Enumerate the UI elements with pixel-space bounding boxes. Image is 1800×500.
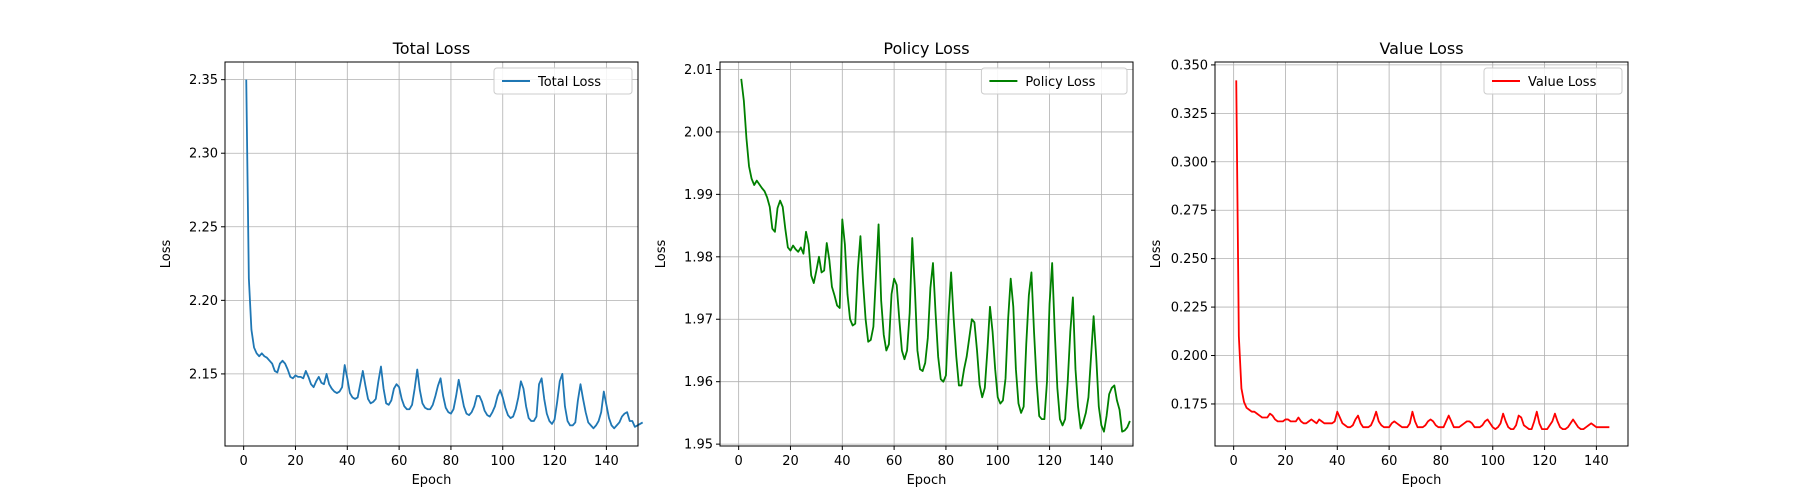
axes-frame — [719, 61, 1134, 447]
y-tick-label: 2.00 — [684, 125, 713, 140]
series-line — [245, 79, 644, 430]
x-tick-label: 40 — [1329, 454, 1346, 469]
y-tick-label: 2.15 — [189, 367, 218, 382]
value-loss-subplot: 0 20 40 60 80 100 120 140 0.175 0.200 0.225 0.250 0.… — [1149, 39, 1629, 488]
x-tick-label: 0 — [735, 454, 743, 469]
y-axis-label: Loss — [654, 240, 669, 269]
y-tick-label: 0.300 — [1171, 155, 1208, 170]
total-loss-subplot: 0 20 40 60 80 100 120 140 2.15 2.20 2.25 2.30 2.35 To… — [159, 39, 644, 488]
legend-box — [980, 67, 1128, 95]
legend-box — [1483, 67, 1623, 95]
x-tick-label: 40 — [834, 454, 851, 469]
axes-frame — [224, 61, 639, 447]
x-tick-label: 80 — [1433, 454, 1450, 469]
y-tick-label: 2.20 — [189, 294, 218, 309]
x-tick-label: 0 — [1230, 454, 1238, 469]
y-tick-label: 2.01 — [684, 63, 713, 78]
x-tick-label: 60 — [391, 454, 408, 469]
chart-title: Total Loss — [392, 39, 471, 58]
y-tick-label: 0.250 — [1171, 252, 1208, 267]
x-tick-label: 140 — [594, 454, 619, 469]
x-tick-label: 120 — [1037, 454, 1062, 469]
legend-label: Total Loss — [537, 75, 601, 90]
chart-title: Policy Loss — [883, 39, 969, 58]
y-axis-label: Loss — [159, 240, 174, 269]
x-axis-label: Epoch — [907, 473, 947, 488]
x-tick-label: 0 — [240, 454, 248, 469]
y-axis-label: Loss — [1149, 240, 1164, 269]
x-tick-label: 140 — [1089, 454, 1114, 469]
y-tick-label: 0.175 — [1171, 397, 1208, 412]
legend-label: Policy Loss — [1025, 75, 1095, 90]
legend-box — [493, 67, 633, 95]
x-tick-label: 80 — [938, 454, 955, 469]
y-tick-label: 1.99 — [684, 188, 713, 203]
x-tick-label: 80 — [443, 454, 460, 469]
x-tick-label: 120 — [542, 454, 567, 469]
axes-frame — [1214, 61, 1629, 447]
y-tick-label: 2.25 — [189, 220, 218, 235]
y-tick-label: 1.97 — [684, 313, 713, 328]
legend-label: Value Loss — [1528, 75, 1597, 90]
x-tick-label: 20 — [287, 454, 304, 469]
y-tick-label: 0.350 — [1171, 58, 1208, 73]
y-tick-label: 0.200 — [1171, 349, 1208, 364]
x-tick-label: 100 — [1480, 454, 1505, 469]
x-tick-label: 140 — [1584, 454, 1609, 469]
y-tick-label: 2.35 — [189, 73, 218, 88]
y-tick-label: 1.95 — [684, 438, 713, 453]
x-tick-label: 40 — [339, 454, 356, 469]
chart-title: Value Loss — [1379, 39, 1463, 58]
x-tick-label: 20 — [782, 454, 799, 469]
y-tick-label: 0.325 — [1171, 107, 1208, 122]
x-tick-label: 100 — [490, 454, 515, 469]
y-tick-label: 0.275 — [1171, 204, 1208, 219]
x-tick-label: 20 — [1277, 454, 1294, 469]
x-tick-label: 120 — [1532, 454, 1557, 469]
y-tick-label: 1.98 — [684, 250, 713, 265]
x-tick-label: 60 — [1381, 454, 1398, 469]
y-tick-label: 1.96 — [684, 375, 713, 390]
x-axis-label: Epoch — [412, 473, 452, 488]
x-tick-label: 100 — [985, 454, 1010, 469]
y-tick-label: 0.225 — [1171, 301, 1208, 316]
policy-loss-subplot: 0 20 40 60 80 100 120 140 1.95 1.96 1.97 1.98 1.99 2.… — [654, 39, 1134, 488]
x-tick-label: 60 — [886, 454, 903, 469]
x-axis-label: Epoch — [1402, 473, 1442, 488]
series-line — [740, 78, 1131, 433]
y-tick-label: 2.30 — [189, 147, 218, 162]
series-line — [1235, 80, 1610, 431]
